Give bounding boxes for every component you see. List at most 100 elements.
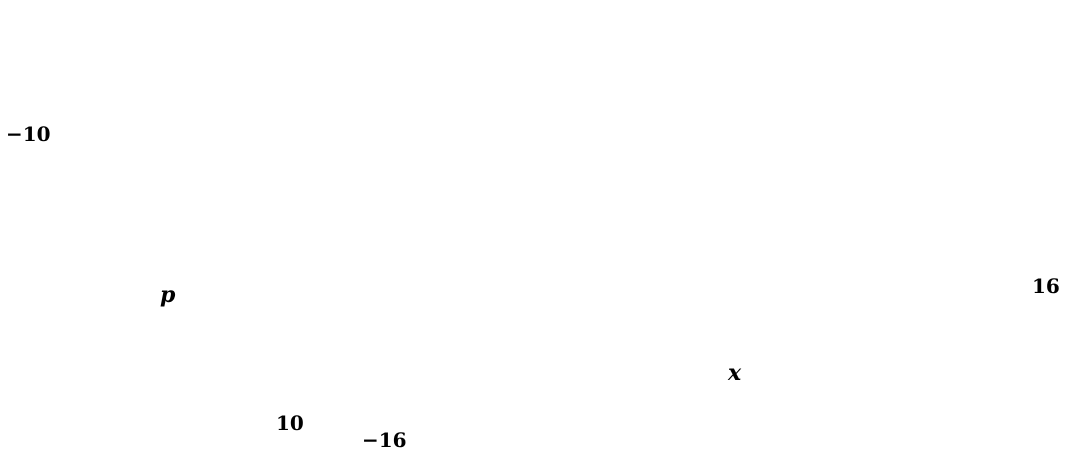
surface-cell: [365, 372, 385, 382]
surface-cell: [655, 249, 676, 258]
surface-cell: [530, 199, 550, 208]
surface-cell: [604, 339, 625, 349]
surface-cell: [735, 316, 757, 325]
surface-cell: [430, 323, 450, 339]
surface-cell: [686, 165, 707, 175]
surface-cell: [252, 115, 271, 124]
surface-cell: [557, 328, 578, 338]
surface-cell: [326, 366, 346, 376]
surface-cell: [646, 315, 667, 325]
surface-cell: [567, 276, 588, 285]
surface-cell: [209, 116, 228, 125]
surface-cell: [246, 109, 265, 118]
surface-cell: [510, 209, 530, 219]
surface-cell: [497, 208, 517, 220]
surface-cell: [138, 180, 157, 190]
surface-cell: [695, 240, 716, 249]
surface-cell: [801, 127, 823, 136]
surface-cell: [815, 199, 837, 208]
surface-cell: [630, 347, 652, 357]
surface-cell: [388, 184, 408, 193]
surface-cell: [606, 79, 627, 88]
surface-cell: [887, 252, 909, 262]
surface-cell: [675, 209, 696, 219]
surface-cell: [145, 172, 164, 181]
surface-cell: [350, 339, 370, 349]
surface-cell: [841, 180, 862, 189]
surface-cell: [298, 205, 318, 215]
surface-cell: [830, 210, 851, 219]
surface-cell: [514, 118, 534, 126]
surface-cell: [449, 388, 470, 399]
surface-cell: [715, 285, 737, 294]
surface-cell: [654, 292, 675, 301]
surface-cell: [897, 195, 919, 204]
surface-cell: [789, 219, 811, 228]
surface-cell: [760, 184, 782, 193]
surface-cell: [654, 56, 675, 65]
surface-cell: [234, 218, 254, 228]
surface-cell: [909, 282, 931, 292]
surface-cell: [227, 120, 246, 129]
surface-cell: [320, 258, 340, 268]
surface-cell: [533, 370, 554, 380]
surface-cell: [341, 232, 361, 241]
surface-cell: [797, 308, 819, 318]
surface-cell: [337, 197, 357, 206]
surface-cell: [348, 223, 368, 233]
surface-cell: [568, 261, 589, 271]
surface-cell: [334, 306, 354, 316]
surface-cell: [542, 224, 563, 234]
surface-cell: [928, 243, 950, 252]
surface-cell: [314, 252, 334, 262]
surface-cell: [852, 240, 873, 249]
surface-cell: [606, 310, 627, 319]
surface-cell: [695, 122, 716, 131]
surface-cell: [831, 148, 852, 157]
surface-cell: [234, 284, 253, 294]
surface-cell: [340, 363, 360, 373]
surface-cell: [354, 229, 374, 239]
surface-cell: [599, 27, 619, 36]
surface-cell: [553, 63, 574, 72]
surface-cell: [763, 281, 785, 290]
surface-cell: [728, 310, 750, 320]
surface-cell: [567, 74, 588, 82]
surface-cell: [716, 256, 737, 266]
surface-cell: [220, 236, 240, 246]
surface-cell: [576, 92, 596, 101]
surface-cell: [665, 88, 686, 97]
surface-cell: [286, 273, 306, 282]
surface-cell: [388, 396, 409, 407]
surface-cell: [257, 164, 276, 173]
surface-cell: [344, 174, 364, 184]
surface-cell: [434, 263, 454, 294]
surface-cell: [602, 101, 623, 110]
surface-cell: [491, 176, 511, 199]
surface-cell: [383, 272, 403, 281]
surface-cell: [293, 185, 313, 194]
surface-cell: [702, 128, 723, 137]
surface-cell: [500, 94, 520, 102]
surface-cell: [586, 307, 607, 317]
surface-cell: [344, 333, 364, 343]
surface-cell: [344, 146, 364, 155]
surface-cell: [100, 123, 118, 132]
surface-cell: [311, 202, 331, 212]
surface-cell: [621, 193, 642, 202]
surface-cell: [866, 161, 888, 170]
surface-cell: [501, 46, 521, 55]
surface-cell: [430, 385, 450, 396]
surface-cell: [369, 194, 388, 205]
surface-cell: [734, 190, 755, 199]
surface-cell: [357, 114, 376, 124]
surface-cell: [846, 262, 867, 271]
surface-cell: [536, 204, 557, 214]
surface-cell: [807, 119, 828, 128]
surface-cell: [581, 84, 602, 93]
surface-cell: [851, 226, 873, 235]
surface-cell: [638, 338, 659, 348]
surface-cell: [516, 145, 536, 154]
surface-cell: [601, 275, 622, 285]
surface-cell: [679, 52, 700, 60]
